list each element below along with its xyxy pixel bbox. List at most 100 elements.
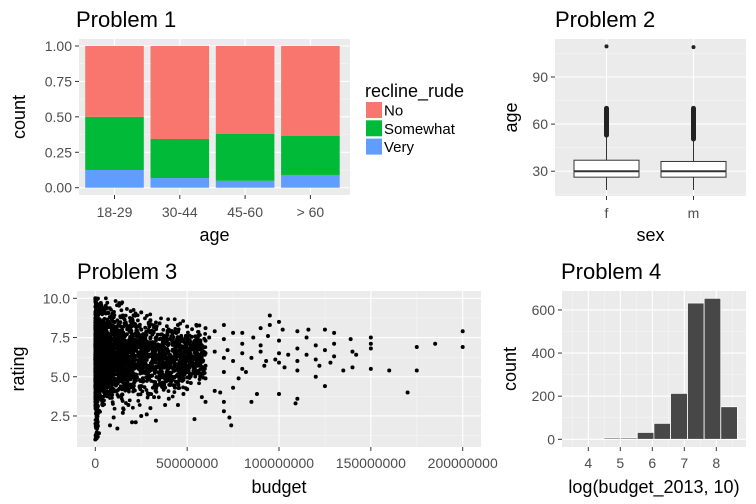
scatter-point (94, 417, 99, 422)
scatter-point (295, 396, 300, 401)
scatter-point (185, 365, 190, 370)
y-tick-label: 7.5 (51, 330, 71, 346)
scatter-point (267, 322, 272, 327)
x-axis-title: budget (251, 477, 306, 497)
scatter-point (163, 402, 168, 407)
problem-2-chart: 30 60 90 f m Problem 2 sex age (501, 7, 746, 245)
scatter-point (107, 423, 112, 428)
scatter-point (348, 337, 353, 342)
scatter-point (174, 357, 179, 362)
scatter-point (139, 310, 144, 315)
scatter-point (182, 371, 187, 376)
scatter-point (108, 373, 113, 378)
scatter-point (157, 352, 162, 357)
scatter-point (201, 358, 206, 363)
scatter-point (100, 367, 105, 372)
scatter-point (188, 359, 193, 364)
x-tick-label: 5 (616, 455, 624, 471)
scatter-point (106, 370, 111, 375)
scatter-point (113, 361, 118, 366)
scatter-point (185, 346, 190, 351)
scatter-point (328, 360, 333, 365)
scatter-point (120, 313, 125, 318)
scatter-point (149, 361, 154, 366)
scatter-point (175, 354, 180, 359)
scatter-point (277, 392, 281, 397)
box-body (660, 160, 727, 178)
scatter-point (132, 380, 137, 385)
scatter-point (155, 332, 160, 337)
scatter-point (170, 383, 175, 387)
scatter-point (212, 388, 217, 393)
scatter-point (157, 382, 162, 387)
scatter-point (93, 360, 98, 365)
scatter-point (221, 409, 226, 414)
scatter-point (103, 352, 108, 357)
scatter-point (95, 365, 100, 370)
scatter-point (161, 351, 166, 355)
scatter-point (167, 355, 171, 360)
scatter-point (140, 333, 145, 337)
scatter-point (155, 347, 160, 352)
scatter-point (143, 370, 148, 374)
scatter-point (113, 355, 118, 360)
scatter-point (144, 357, 149, 362)
bar-no (215, 46, 275, 134)
scatter-point (191, 362, 196, 367)
x-tick-label: 0 (91, 455, 99, 471)
histogram-bar (620, 437, 638, 440)
scatter-point (203, 351, 208, 356)
scatter-point (113, 376, 117, 381)
x-axis-title: age (199, 225, 229, 245)
scatter-point (141, 348, 145, 353)
x-tick-label: 8 (712, 455, 720, 471)
scatter-point (368, 366, 373, 371)
scatter-point (221, 322, 226, 327)
x-tick-label: 4 (584, 455, 592, 471)
scatter-point (295, 329, 300, 334)
scatter-point (131, 344, 136, 348)
x-tick-label: 200000000 (428, 455, 498, 471)
scatter-point (113, 389, 118, 394)
scatter-point (127, 354, 132, 359)
scatter-point (194, 347, 199, 352)
scatter-point (169, 329, 174, 333)
scatter-point (115, 426, 120, 431)
scatter-point (313, 357, 318, 362)
scatter-point (98, 393, 103, 398)
scatter-point (94, 434, 98, 438)
scatter-point (166, 349, 171, 353)
scatter-point (258, 326, 263, 331)
scatter-point (189, 345, 194, 350)
points (93, 296, 465, 442)
scatter-point (212, 329, 217, 334)
scatter-point (240, 351, 245, 356)
scatter-point (131, 313, 136, 318)
scatter-point (188, 381, 193, 386)
scatter-point (190, 327, 194, 332)
scatter-point (178, 364, 182, 368)
scatter-point (175, 373, 179, 378)
scatter-point (166, 373, 171, 378)
scatter-point (144, 329, 148, 334)
scatter-point (164, 334, 169, 338)
scatter-point (144, 412, 149, 417)
scatter-point (152, 395, 157, 400)
scatter-point (157, 321, 162, 326)
y-axis-title: count (9, 95, 29, 139)
scatter-point (112, 372, 117, 377)
scatter-point (116, 394, 121, 399)
y-tick-label: 30 (532, 163, 548, 179)
scatter-point (332, 330, 337, 335)
scatter-point (196, 329, 200, 334)
scatter-point (150, 347, 155, 352)
scatter-point (153, 357, 158, 362)
scatter-point (130, 349, 135, 354)
scatter-point (99, 311, 103, 316)
scatter-point (157, 337, 162, 342)
scatter-point (146, 352, 151, 357)
x-tick-label: 6 (648, 455, 656, 471)
x-axis-title: sex (636, 225, 664, 245)
